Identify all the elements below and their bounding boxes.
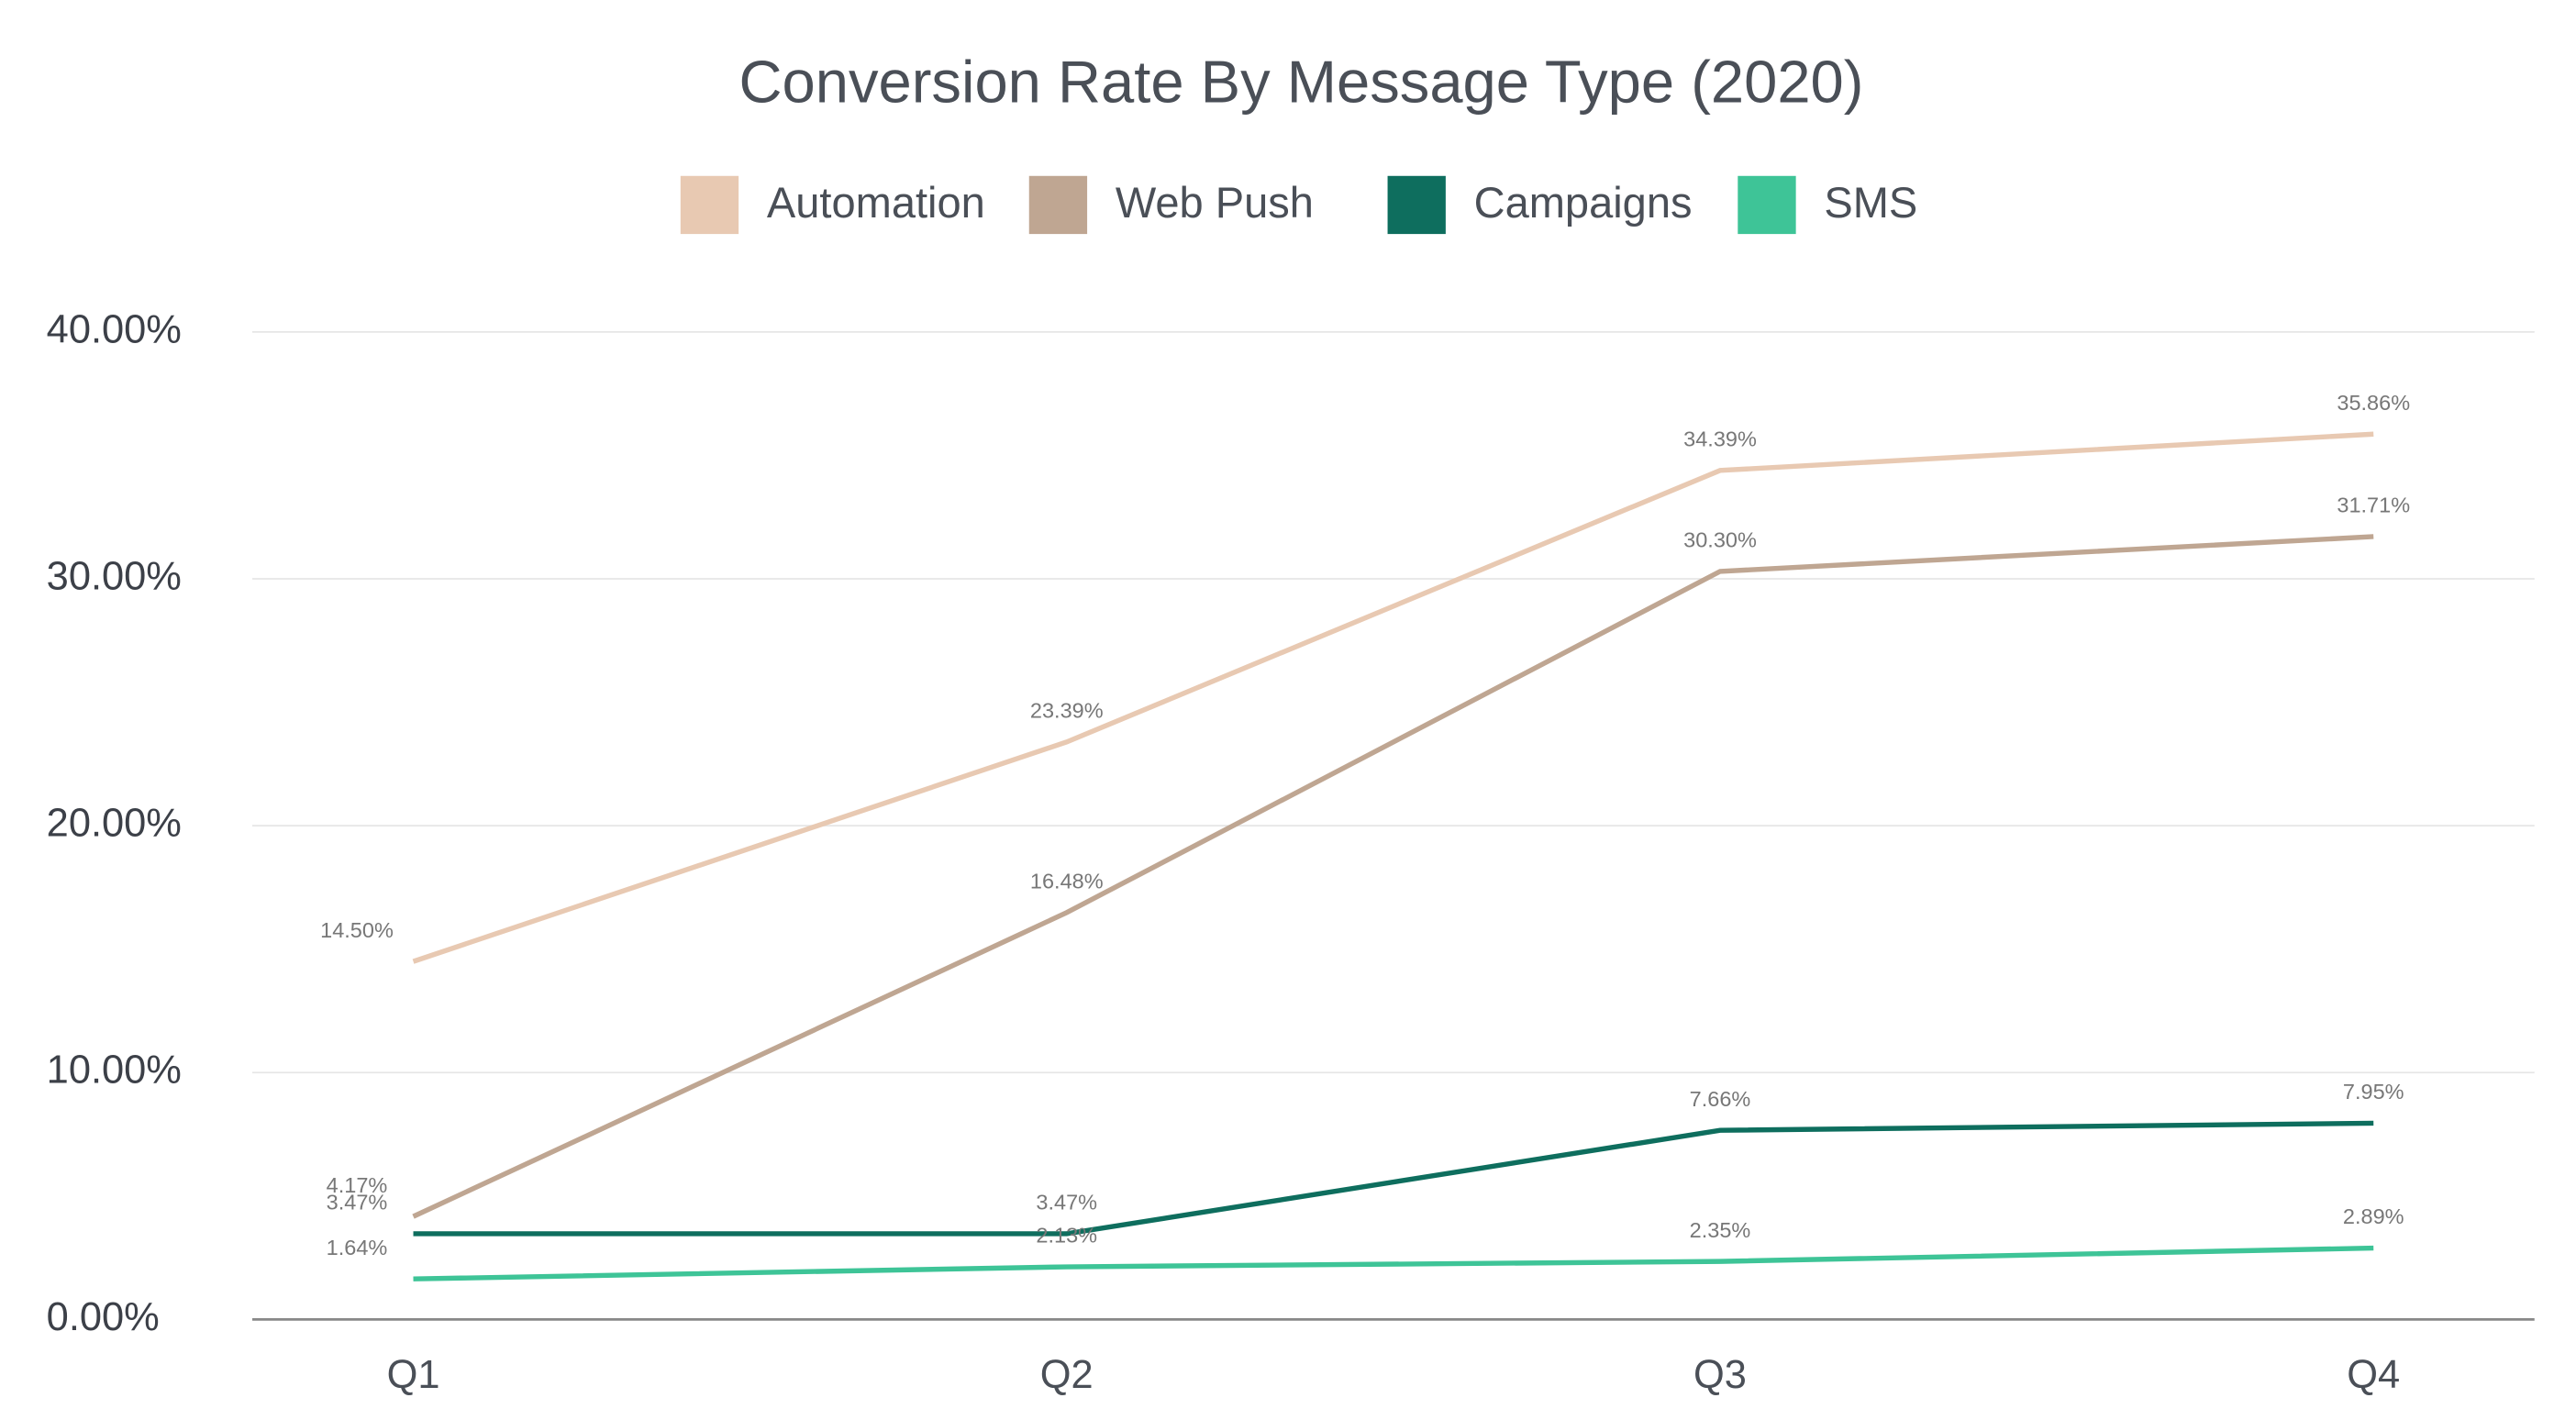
data-label: 2.35%	[1690, 1218, 1751, 1242]
legend-label: Campaigns	[1474, 178, 1693, 227]
legend-swatch	[1738, 175, 1796, 235]
legend-swatch	[1028, 175, 1088, 235]
data-label: 3.47%	[327, 1191, 388, 1215]
data-label: 16.48%	[1030, 869, 1104, 893]
data-label: 2.89%	[2343, 1204, 2404, 1228]
legend-swatch	[680, 175, 739, 235]
y-tick-label: 20.00%	[47, 802, 182, 846]
data-label: 23.39%	[1030, 699, 1104, 723]
chart-title: Conversion Rate By Message Type (2020)	[738, 48, 1863, 115]
x-tick-label: Q2	[1040, 1353, 1094, 1397]
legend-label: Web Push	[1116, 178, 1314, 227]
series-line	[413, 1245, 2374, 1281]
data-label: 4.17%	[327, 1173, 388, 1197]
series-line	[413, 1120, 2374, 1237]
data-label: 1.64%	[327, 1236, 388, 1259]
data-label: 31.71%	[2337, 494, 2410, 517]
legend-swatch	[1387, 175, 1446, 235]
data-label: 14.50%	[320, 918, 394, 942]
x-tick-label: Q1	[387, 1353, 440, 1397]
x-tick-label: Q4	[2347, 1353, 2400, 1397]
x-tick-label: Q3	[1693, 1353, 1747, 1397]
data-label: 3.47%	[1036, 1191, 1097, 1215]
y-tick-label: 30.00%	[47, 554, 182, 598]
data-label: 7.66%	[1690, 1087, 1751, 1111]
y-tick-label: 40.00%	[47, 307, 182, 351]
data-label: 30.30%	[1683, 528, 1757, 552]
legend-label: SMS	[1824, 178, 1917, 227]
data-label: 35.86%	[2337, 391, 2410, 415]
series-line	[412, 534, 2374, 1219]
y-tick-label: 10.00%	[47, 1048, 182, 1093]
data-label: 7.95%	[2343, 1080, 2404, 1104]
y-tick-label: 0.00%	[47, 1295, 160, 1339]
data-label: 34.39%	[1683, 427, 1757, 450]
series-line	[412, 431, 2374, 964]
data-label: 2.13%	[1036, 1224, 1097, 1248]
legend-label: Automation	[767, 178, 985, 227]
